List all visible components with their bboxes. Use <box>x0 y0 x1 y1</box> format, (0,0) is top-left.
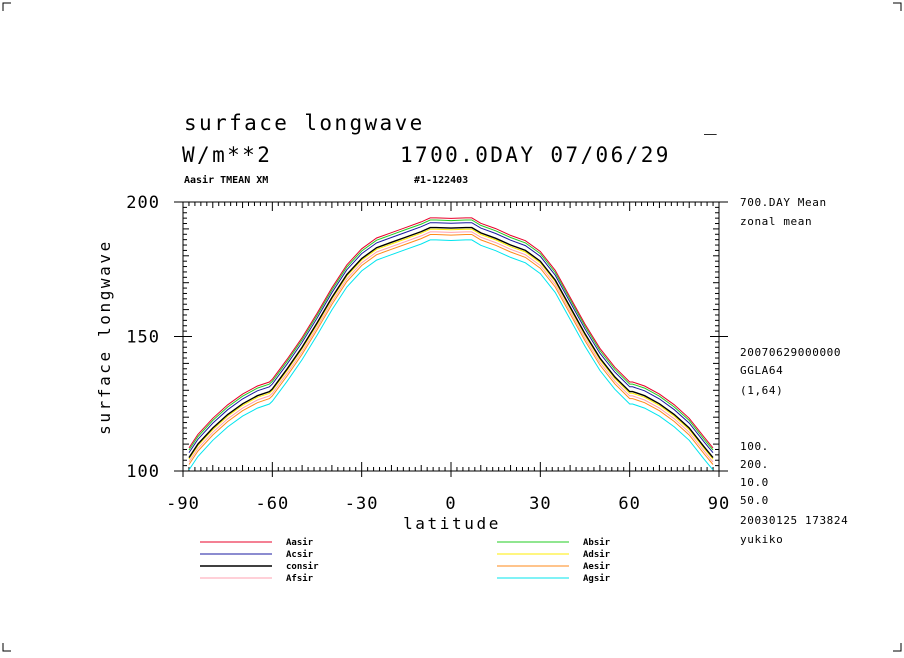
y-tick-label: 200 <box>126 193 160 213</box>
series-line-absir <box>188 219 714 451</box>
series-line-adsir <box>188 228 714 460</box>
x-tick-label: -30 <box>345 494 379 514</box>
run-label: Aasir TMEAN XM <box>184 174 268 186</box>
side-info-value-2: 200. <box>740 458 769 471</box>
axis-ticks <box>174 201 728 477</box>
side-info-value-3: 10.0 <box>740 476 769 489</box>
x-tick-label: 0 <box>445 494 456 514</box>
side-info-value-1: 100. <box>740 440 769 453</box>
time-label: 1700.0DAY 07/06/29 <box>400 143 671 167</box>
chart-title: surface longwave <box>184 111 425 135</box>
series-line-aasir <box>188 217 714 449</box>
series-line-acsir <box>188 222 714 454</box>
legend-label-aasir: Aasir <box>286 537 314 548</box>
x-tick-label: -60 <box>255 494 289 514</box>
legend-label-aesir: Aesir <box>583 561 611 572</box>
series-line-consir <box>188 226 714 459</box>
y-tick-label: 150 <box>126 328 160 348</box>
series-line-afsir <box>188 231 714 463</box>
side-info-timestamp: 20030125 173824 <box>740 514 848 527</box>
plot-frame <box>182 201 720 472</box>
side-info: 700.DAY Mean zonal mean 20070629000000 G… <box>740 196 848 546</box>
side-info-date: 20070629000000 <box>740 346 841 359</box>
x-axis-label: latitude <box>403 514 501 533</box>
legend-label-adsir: Adsir <box>583 549 611 560</box>
units-label: W/m**2 <box>182 143 272 167</box>
x-tick-label: 90 <box>708 494 730 514</box>
side-info-zonal: zonal mean <box>740 215 812 228</box>
legend-label-absir: Absir <box>583 537 611 548</box>
run-id: #1-122403 <box>414 175 468 186</box>
x-tick-label: 60 <box>618 494 640 514</box>
series-lines <box>188 217 714 471</box>
y-axis-label: surface longwave <box>95 239 114 435</box>
series-line-agsir <box>188 239 714 471</box>
legend-label-afsir: Afsir <box>286 573 314 584</box>
tick-labels: -90 -60 -30 0 30 60 90 100 150 200 <box>126 193 730 514</box>
y-tick-label: 100 <box>126 462 160 482</box>
legend-label-agsir: Agsir <box>583 573 611 584</box>
side-info-user: yukiko <box>740 533 783 546</box>
x-tick-label: 30 <box>529 494 551 514</box>
series-line-aesir <box>188 234 714 465</box>
side-info-value-4: 50.0 <box>740 494 769 507</box>
legend-label-consir: consir <box>286 561 319 572</box>
legend-label-acsir: Acsir <box>286 549 314 560</box>
side-info-grid: GGLA64 <box>740 364 783 377</box>
side-info-mean: 700.DAY Mean <box>740 196 827 209</box>
title-marker: _ <box>704 111 719 135</box>
x-tick-label: -90 <box>166 494 200 514</box>
side-info-range: (1,64) <box>740 384 783 397</box>
